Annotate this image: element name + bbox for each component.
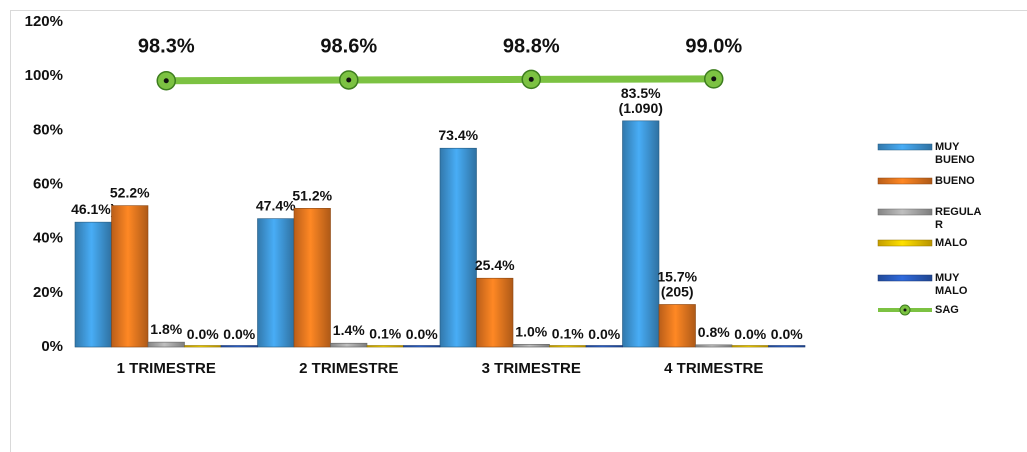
sag-dot	[528, 76, 534, 82]
data-label: 1.4%	[333, 322, 365, 338]
bar	[549, 345, 587, 348]
data-label: 0.0%	[734, 326, 766, 342]
bar	[658, 304, 696, 348]
legend-label: MALO	[935, 237, 968, 249]
sag-dot	[711, 76, 717, 82]
legend-dot	[903, 308, 907, 312]
legend-swatch	[877, 239, 933, 247]
data-label: 52.2%	[110, 184, 150, 200]
legend-swatch	[877, 208, 933, 216]
data-label: 0.8%	[698, 324, 730, 340]
legend-swatch	[877, 143, 933, 151]
bar	[111, 205, 149, 348]
legend-swatch	[877, 274, 933, 282]
y-tick-label: 20%	[33, 284, 63, 301]
x-tick-label: 3 TRIMESTRE	[482, 360, 581, 377]
data-label: 0.0%	[588, 326, 620, 342]
data-label: 51.2%	[292, 187, 332, 203]
data-label: 0.0%	[771, 326, 803, 342]
legend-swatch	[877, 177, 933, 185]
x-tick-label: 2 TRIMESTRE	[299, 360, 398, 377]
data-label: 1.0%	[515, 323, 547, 339]
sag-label: 99.0%	[685, 35, 742, 57]
y-tick-label: 80%	[33, 121, 63, 138]
bar	[257, 218, 295, 348]
data-label: 0.1%	[369, 325, 401, 341]
bar	[476, 277, 514, 348]
x-tick-label: 4 TRIMESTRE	[664, 360, 763, 377]
bar	[184, 345, 222, 348]
y-tick-label: 120%	[25, 13, 63, 30]
bar	[695, 344, 733, 348]
sag-label: 98.6%	[320, 35, 377, 57]
bar	[293, 208, 331, 348]
bar	[768, 345, 806, 348]
bar	[622, 120, 660, 348]
bar	[220, 345, 258, 348]
data-label: 83.5% (1.090)	[619, 85, 663, 116]
legend-label: BUENO	[935, 175, 975, 187]
y-tick-label: 40%	[33, 230, 63, 247]
bar	[366, 345, 404, 348]
y-tick-label: 60%	[33, 175, 63, 192]
data-label: 0.1%	[552, 325, 584, 341]
data-label: 73.4%	[438, 127, 478, 143]
data-label: 25.4%	[475, 257, 515, 273]
y-tick-label: 100%	[25, 67, 63, 84]
sag-label: 98.3%	[138, 35, 195, 57]
sag-dot	[346, 77, 352, 83]
legend-label: SAG	[935, 304, 959, 316]
bar	[439, 147, 477, 348]
legend-label: REGULA R	[935, 206, 982, 231]
bar	[585, 345, 623, 348]
data-label: 0.0%	[187, 326, 219, 342]
y-tick-label: 0%	[41, 338, 63, 355]
bar	[731, 345, 769, 348]
bar	[147, 341, 185, 348]
data-label: 0.0%	[406, 326, 438, 342]
data-label: 1.8%	[150, 321, 182, 337]
x-tick-label: 1 TRIMESTRE	[117, 360, 216, 377]
sag-line	[166, 75, 714, 85]
bar	[330, 342, 368, 348]
data-label: 46.1%)	[71, 201, 115, 217]
legend-label: MUY BUENO	[935, 141, 975, 166]
bar	[512, 343, 550, 348]
data-label: 47.4%	[256, 197, 296, 213]
frame	[10, 10, 1027, 452]
legend-label: MUY MALO	[935, 272, 968, 297]
data-label: 15.7% (205)	[657, 268, 697, 299]
bar	[74, 221, 112, 348]
bar	[403, 345, 441, 348]
sag-label: 98.8%	[503, 35, 560, 57]
data-label: 0.0%	[223, 326, 255, 342]
sag-dot	[163, 78, 169, 84]
